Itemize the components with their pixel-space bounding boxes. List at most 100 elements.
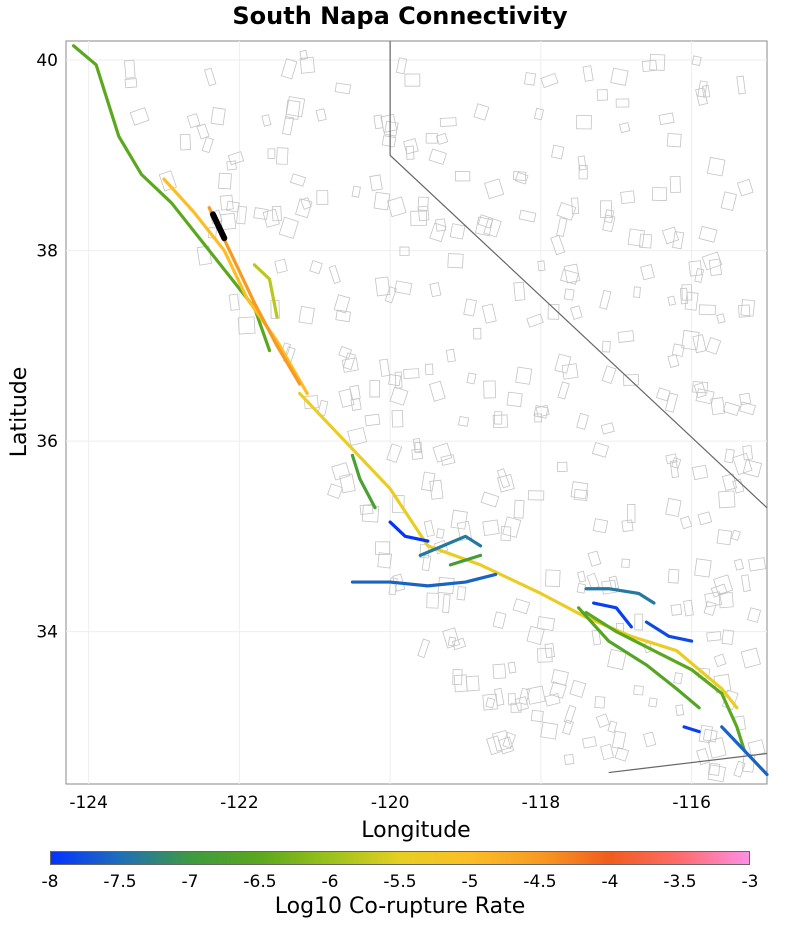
fault-section-outline: [736, 178, 754, 197]
rupture-line[interactable]: [576, 606, 701, 710]
fault-section-outline: [698, 304, 716, 316]
fault-section-outline: [483, 216, 502, 238]
fault-section-outline: [339, 473, 356, 494]
rupture-line[interactable]: [584, 587, 656, 605]
fault-section-outline: [276, 147, 289, 165]
fault-section-outline: [186, 113, 201, 129]
rupture-line[interactable]: [418, 534, 483, 557]
fault-section-outline: [536, 647, 553, 663]
rupture-line[interactable]: [162, 177, 309, 396]
rupture-line[interactable]: [350, 572, 498, 588]
rupture-line[interactable]: [298, 391, 739, 710]
fault-section-outline: [667, 354, 680, 368]
fault-section-outline: [594, 696, 606, 709]
colorbar-label: Log10 Co-rupture Rate: [274, 894, 526, 919]
fault-section-outline: [560, 269, 579, 285]
fault-section-outline: [563, 288, 575, 301]
fault-section-outline: [278, 216, 299, 239]
rupture-line[interactable]: [584, 610, 746, 753]
fault-section-outline: [733, 558, 745, 571]
fault-section-outline: [395, 57, 408, 75]
rupture-line[interactable]: [592, 601, 633, 629]
fault-section-outline: [695, 388, 715, 405]
fault-section-outline: [600, 200, 612, 219]
fault-section-outline: [607, 720, 618, 734]
fault-section-outline: [681, 284, 693, 301]
fault-section-outline: [721, 629, 735, 645]
fault-section-outline: [282, 115, 294, 136]
fault-section-outline: [442, 594, 451, 614]
fault-section-outline: [554, 353, 572, 374]
fault-section-outline: [485, 697, 496, 709]
fault-section-outline: [201, 136, 214, 154]
fault-section-outline: [701, 85, 711, 98]
fault-section-outline: [389, 386, 409, 406]
fault-section-outline: [705, 337, 722, 355]
fault-section-outline: [502, 516, 522, 538]
rupture-line[interactable]: [720, 725, 769, 777]
colorbar-tick-label: -5.5: [383, 872, 417, 892]
y-tick-label: 36: [36, 432, 58, 452]
fault-section-outline: [498, 736, 515, 755]
fault-section-outline: [414, 442, 422, 453]
fault-section-outline: [706, 631, 722, 642]
rupture-line[interactable]: [682, 725, 701, 734]
fault-section-outline: [373, 114, 384, 130]
fault-section-outline: [423, 520, 435, 538]
fault-section-outline: [696, 747, 711, 766]
fault-section-outline: [316, 190, 329, 205]
fault-section-outline: [285, 96, 306, 118]
fault-section-outline: [642, 731, 657, 748]
rupture-line[interactable]: [252, 263, 279, 319]
fault-section-outline: [571, 197, 580, 215]
colorbar-tick-label: -3: [741, 872, 759, 892]
fault-section-outline: [236, 205, 248, 225]
fault-section-outline: [550, 234, 566, 256]
fault-section-outline: [369, 380, 380, 398]
fault-section-outline: [710, 397, 726, 416]
fault-section-outline: [285, 99, 301, 120]
fault-section-outline: [710, 583, 728, 598]
fault-section-outline: [333, 294, 351, 314]
rupture-line[interactable]: [644, 620, 694, 643]
colorbar-tick-label: -6: [321, 872, 339, 892]
fault-section-outline: [675, 704, 685, 716]
fault-section-outline: [576, 114, 592, 130]
fault-section-outline: [736, 75, 746, 95]
fault-section-outline: [271, 205, 282, 222]
fault-section-outline: [351, 185, 361, 198]
fault-section-outline: [477, 214, 494, 229]
fault-section-outline: [492, 611, 507, 629]
fault-section-outline: [617, 330, 635, 343]
fault-section-outline: [456, 520, 472, 542]
fault-section-outline: [607, 648, 627, 671]
fault-section-outline: [300, 197, 312, 210]
rupture-line[interactable]: [448, 553, 483, 567]
fault-section-outline: [436, 528, 445, 539]
fault-section-outline: [327, 483, 343, 499]
fault-section-outline: [563, 753, 575, 765]
fault-section-outline: [377, 552, 393, 569]
fault-section-outline: [716, 313, 726, 324]
rupture-line[interactable]: [388, 520, 430, 543]
source-section-line[interactable]: [209, 211, 228, 242]
colorbar-tick-label: -6.5: [243, 872, 277, 892]
fault-section-outline: [592, 518, 609, 534]
fault-section-outline: [706, 156, 726, 177]
x-tick-label: -116: [672, 793, 711, 813]
fault-section-outline: [335, 309, 352, 323]
fault-section-outline: [692, 334, 707, 354]
fault-section-outline: [394, 280, 413, 296]
colorbar-tick-label: -4.5: [523, 872, 557, 892]
rupture-line[interactable]: [350, 453, 377, 510]
fault-section-outline: [496, 468, 511, 489]
fault-section-outline: [599, 289, 612, 310]
fault-section-outline: [698, 225, 718, 243]
fault-section-outline: [540, 72, 559, 89]
fault-section-outline: [545, 569, 561, 587]
fault-section-outline: [620, 190, 636, 205]
fault-section-outline: [577, 570, 587, 583]
fault-section-outline: [739, 392, 752, 406]
fault-section-outline: [388, 374, 402, 387]
